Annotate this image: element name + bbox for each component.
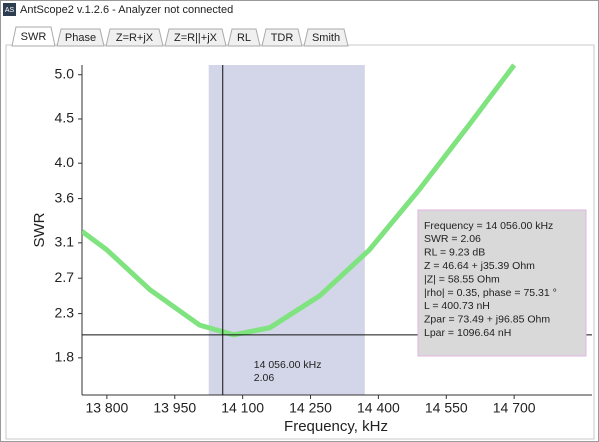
y-tick-label: 2.7: [55, 269, 75, 285]
x-tick-label: 13 950: [153, 400, 196, 416]
info-line: RL = 9.23 dB: [424, 247, 485, 259]
x-tick-label: 14 550: [425, 400, 468, 416]
y-tick-label: 5.0: [55, 65, 75, 81]
info-line: Zpar = 73.49 + j96.85 Ohm: [424, 314, 550, 326]
x-tick-label: 13 800: [85, 400, 128, 416]
tab-bar: SWR Phase Z=R+jX Z=R||+jX RL TDR Smith: [11, 26, 349, 47]
tab-label: Phase: [65, 32, 96, 44]
tab[interactable]: [303, 28, 349, 47]
app-icon-text: AS: [5, 7, 15, 14]
tab[interactable]: [227, 28, 261, 47]
tab-label: Z=R||+jX: [174, 32, 218, 44]
y-tick-label: 4.5: [55, 110, 75, 126]
tab[interactable]: [105, 28, 164, 47]
y-tick-label: 3.1: [55, 234, 75, 250]
swr-curve: [82, 63, 517, 338]
tab[interactable]: [56, 28, 105, 47]
info-line: |Z| = 58.55 Ohm: [424, 273, 500, 285]
info-line: |rho| = 0.35, phase = 75.31 °: [424, 287, 557, 299]
tab-label: Smith: [312, 32, 340, 44]
info-box: [417, 209, 587, 357]
band: [208, 65, 365, 395]
y-tick-label: 2.3: [55, 304, 75, 320]
y-tick-label: 3.6: [55, 189, 75, 205]
x-tick-label: 14 400: [357, 400, 400, 416]
tab-label: Z=R+jX: [116, 32, 154, 44]
app-icon: [3, 3, 16, 16]
y-tick-label: 1.8: [55, 349, 75, 365]
tab-label: TDR: [271, 32, 294, 44]
info-line: Lpar = 1096.64 nH: [424, 327, 511, 339]
info-line: Frequency = 14 056.00 kHz: [424, 220, 553, 232]
x-tick-label: 14 100: [221, 400, 264, 416]
x-axis-title: Frequency, kHz: [284, 418, 388, 435]
y-axis-title: SWR: [31, 212, 48, 247]
chart: 1.8 2.3 2.7 3.1 3.6 4.0 4.5 5.0 13 800 13 950 14 1…: [31, 63, 592, 435]
x-tick-label: 14 250: [289, 400, 332, 416]
tab[interactable]: [164, 28, 227, 47]
tab-label: RL: [237, 32, 251, 44]
tab[interactable]: [11, 26, 56, 47]
tab-label: SWR: [21, 31, 47, 43]
y-tick-label: 4.0: [55, 154, 75, 170]
info-line: Z = 46.64 + j35.39 Ohm: [424, 260, 535, 272]
info-line: L = 400.73 nH: [424, 300, 490, 312]
marker-label: 14 056.00 kHz: [254, 359, 322, 371]
x-tick-label: 14 700: [493, 400, 536, 416]
tab[interactable]: [261, 28, 303, 47]
window-title: AntScope2 v.1.2.6 - Analyzer not connect…: [20, 4, 233, 16]
marker-label: 2.06: [254, 372, 275, 384]
info-line: SWR = 2.06: [424, 233, 481, 245]
